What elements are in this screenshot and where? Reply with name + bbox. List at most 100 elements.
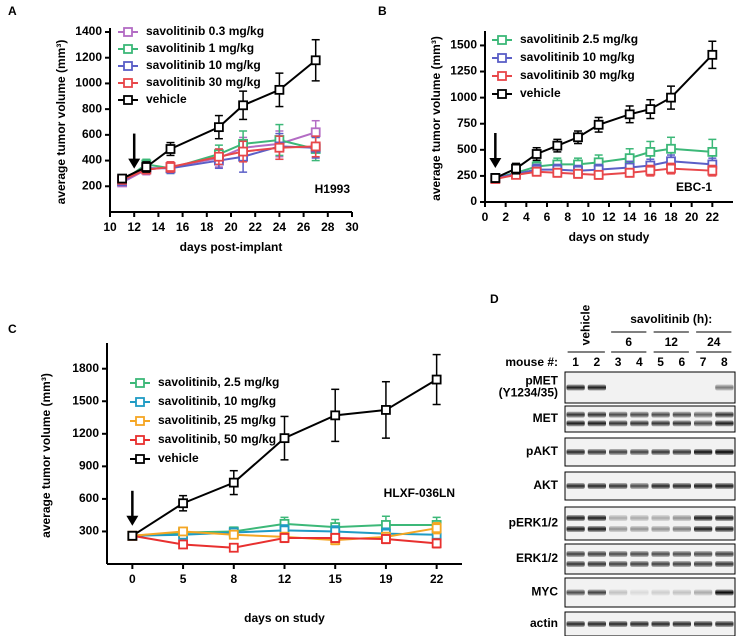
- legend-label: savolitinib 30 mg/kg: [520, 68, 635, 82]
- marker: [624, 109, 635, 120]
- blot-band: [715, 561, 734, 567]
- blot-band: [566, 561, 585, 567]
- x-tick-label: 24: [273, 220, 287, 234]
- y-tick-label: 500: [457, 142, 477, 156]
- annotation: HLXF-036LN: [384, 486, 455, 500]
- row-label: MET: [533, 411, 559, 425]
- blot-band: [587, 621, 606, 627]
- x-tick-label: 12: [128, 220, 142, 234]
- y-tick-label: 900: [79, 459, 99, 473]
- marker: [141, 162, 152, 172]
- blot-band: [694, 561, 713, 567]
- y-tick-label: 1200: [72, 426, 99, 440]
- row-label-line: (Y1234/35): [499, 386, 558, 400]
- marker: [127, 530, 138, 541]
- marker: [431, 538, 442, 549]
- legend-marker: [135, 435, 145, 445]
- legend-label: vehicle: [520, 86, 561, 100]
- blot-band: [630, 526, 649, 532]
- panel-label: A: [8, 4, 17, 18]
- blot-band: [587, 589, 606, 596]
- blot-band: [694, 515, 713, 521]
- x-tick-label: 30: [345, 220, 359, 234]
- blot-band: [630, 589, 649, 596]
- legend-marker: [123, 44, 133, 54]
- marker: [645, 146, 656, 157]
- blot-frame: [564, 543, 736, 575]
- row-label: ERK1/2: [516, 551, 558, 565]
- blot-band: [566, 551, 585, 557]
- x-tick-label: 10: [103, 220, 117, 234]
- blot-band: [587, 483, 606, 489]
- lane-label: 8: [721, 355, 728, 369]
- panel-label: C: [8, 322, 17, 336]
- lane-label: 4: [636, 355, 643, 369]
- marker: [431, 374, 442, 385]
- marker: [624, 167, 635, 178]
- marker: [213, 122, 224, 133]
- x-tick-label: 14: [152, 220, 166, 234]
- y-tick-label: 250: [457, 168, 477, 182]
- x-tick-label: 22: [249, 220, 263, 234]
- blot-band: [609, 483, 628, 489]
- blot-band: [715, 449, 734, 455]
- lane-label: 1: [572, 355, 579, 369]
- blot-band: [694, 420, 713, 427]
- legend-marker: [135, 454, 145, 464]
- marker: [593, 119, 604, 130]
- legend-label: savolitinib 30 mg/kg: [146, 75, 261, 89]
- marker: [707, 165, 718, 176]
- lane-label: 3: [615, 355, 622, 369]
- lane-label: 5: [657, 355, 664, 369]
- y-tick-label: 400: [82, 153, 102, 167]
- blot-band: [587, 411, 606, 418]
- blot-band: [609, 449, 628, 455]
- legend-label: savolitinib, 2.5 mg/kg: [158, 375, 279, 389]
- marker: [531, 166, 542, 177]
- x-tick-label: 0: [129, 572, 136, 586]
- y-tick-label: 300: [79, 524, 99, 538]
- blot-band: [651, 526, 670, 532]
- blot-band: [630, 515, 649, 521]
- blot-band: [609, 411, 628, 418]
- blot-frame: [564, 405, 736, 433]
- marker: [330, 533, 341, 543]
- blot-band: [587, 384, 606, 391]
- marker: [238, 100, 249, 111]
- x-tick-label: 12: [602, 210, 616, 224]
- row-label: actin: [530, 616, 558, 630]
- series-line: [495, 147, 713, 179]
- legend-label: savolitinib, 50 mg/kg: [158, 432, 276, 446]
- blot-band: [715, 384, 734, 391]
- blot-band: [715, 515, 734, 521]
- panel-label: B: [378, 4, 387, 18]
- y-tick-label: 600: [79, 491, 99, 505]
- marker: [178, 526, 188, 537]
- blot-band: [694, 411, 713, 418]
- blot-band: [566, 589, 585, 596]
- blot-band: [715, 621, 734, 627]
- blot-band: [630, 561, 649, 567]
- blot-band: [609, 515, 628, 521]
- blot-band: [587, 420, 606, 427]
- blot-band: [609, 551, 628, 557]
- x-tick-label: 8: [230, 572, 237, 586]
- legend-marker: [123, 61, 133, 71]
- blot-band: [672, 449, 691, 455]
- marker: [330, 410, 341, 421]
- y-tick-label: 1800: [72, 361, 99, 375]
- blot-band: [672, 515, 691, 521]
- blot-band: [651, 483, 670, 489]
- blot-band: [715, 551, 734, 557]
- blot-band: [694, 551, 713, 557]
- x-tick-label: 0: [482, 210, 489, 224]
- y-tick-label: 1250: [450, 64, 477, 78]
- row-label: pERK1/2: [509, 516, 559, 530]
- arrow-head: [489, 157, 502, 168]
- y-tick-label: 1000: [450, 90, 477, 104]
- y-tick-label: 750: [457, 116, 477, 130]
- marker: [117, 173, 127, 184]
- series: [117, 38, 321, 184]
- blot-band: [566, 526, 585, 532]
- series: [490, 40, 718, 183]
